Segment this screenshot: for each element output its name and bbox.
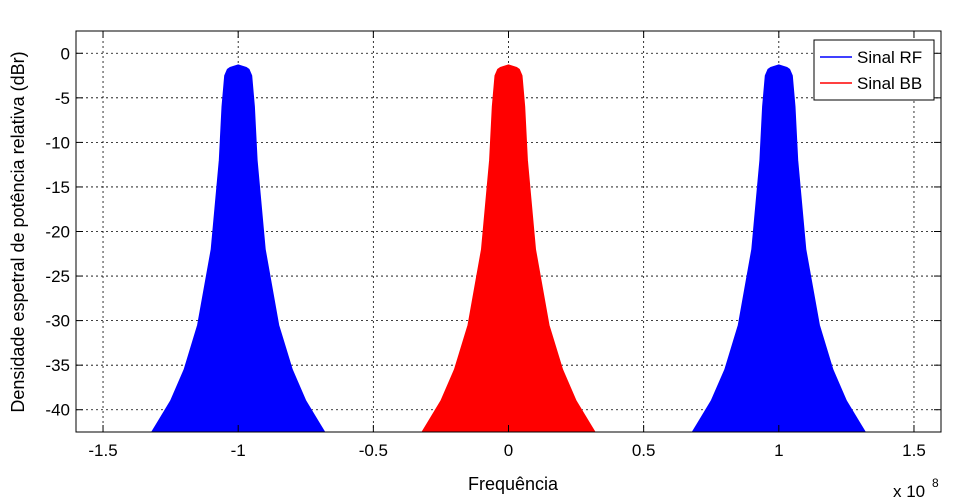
y-tick-label: -15 xyxy=(45,178,70,197)
y-tick-label: 0 xyxy=(61,44,70,63)
series-layer xyxy=(150,64,867,433)
x-tick-label: -0.5 xyxy=(359,441,388,460)
x-tick-label: 1 xyxy=(774,441,783,460)
tick-marks xyxy=(76,31,941,432)
y-tick-label: -10 xyxy=(45,133,70,152)
y-axis-label: Densidade espetral de potência relativa … xyxy=(8,51,28,412)
series-bb xyxy=(421,64,596,433)
legend: Sinal RF Sinal BB xyxy=(813,39,935,101)
y-tick-label: -20 xyxy=(45,223,70,242)
spectral-lobe xyxy=(421,64,596,433)
x-tick-labels: -1.5 -1 -0.5 0 0.5 1 1.5 xyxy=(88,441,925,460)
legend-label-rf: Sinal RF xyxy=(857,48,922,67)
x-tick-label: -1.5 xyxy=(88,441,117,460)
spectral-lobe xyxy=(691,64,867,433)
x-tick-label: 1.5 xyxy=(902,441,926,460)
y-tick-label: -30 xyxy=(45,312,70,331)
legend-box xyxy=(813,39,935,101)
x-tick-label: -1 xyxy=(231,441,246,460)
y-tick-label: -25 xyxy=(45,267,70,286)
y-tick-label: -35 xyxy=(45,356,70,375)
y-tick-labels: 0 -5 -10 -15 -20 -25 -30 -35 -40 xyxy=(45,44,70,419)
x-tick-label: 0 xyxy=(504,441,513,460)
y-tick-label: -40 xyxy=(45,401,70,420)
spectral-lobe xyxy=(150,64,326,433)
x-exponent-power: 8 xyxy=(932,476,939,490)
x-tick-label: 0.5 xyxy=(632,441,656,460)
series-rf xyxy=(150,64,867,433)
x-axis-label: Frequência xyxy=(468,474,559,494)
x-exponent-base: x 10 xyxy=(893,482,925,501)
legend-label-bb: Sinal BB xyxy=(857,74,922,93)
x-exponent: x 10 8 xyxy=(893,476,939,501)
y-tick-label: -5 xyxy=(55,89,70,108)
